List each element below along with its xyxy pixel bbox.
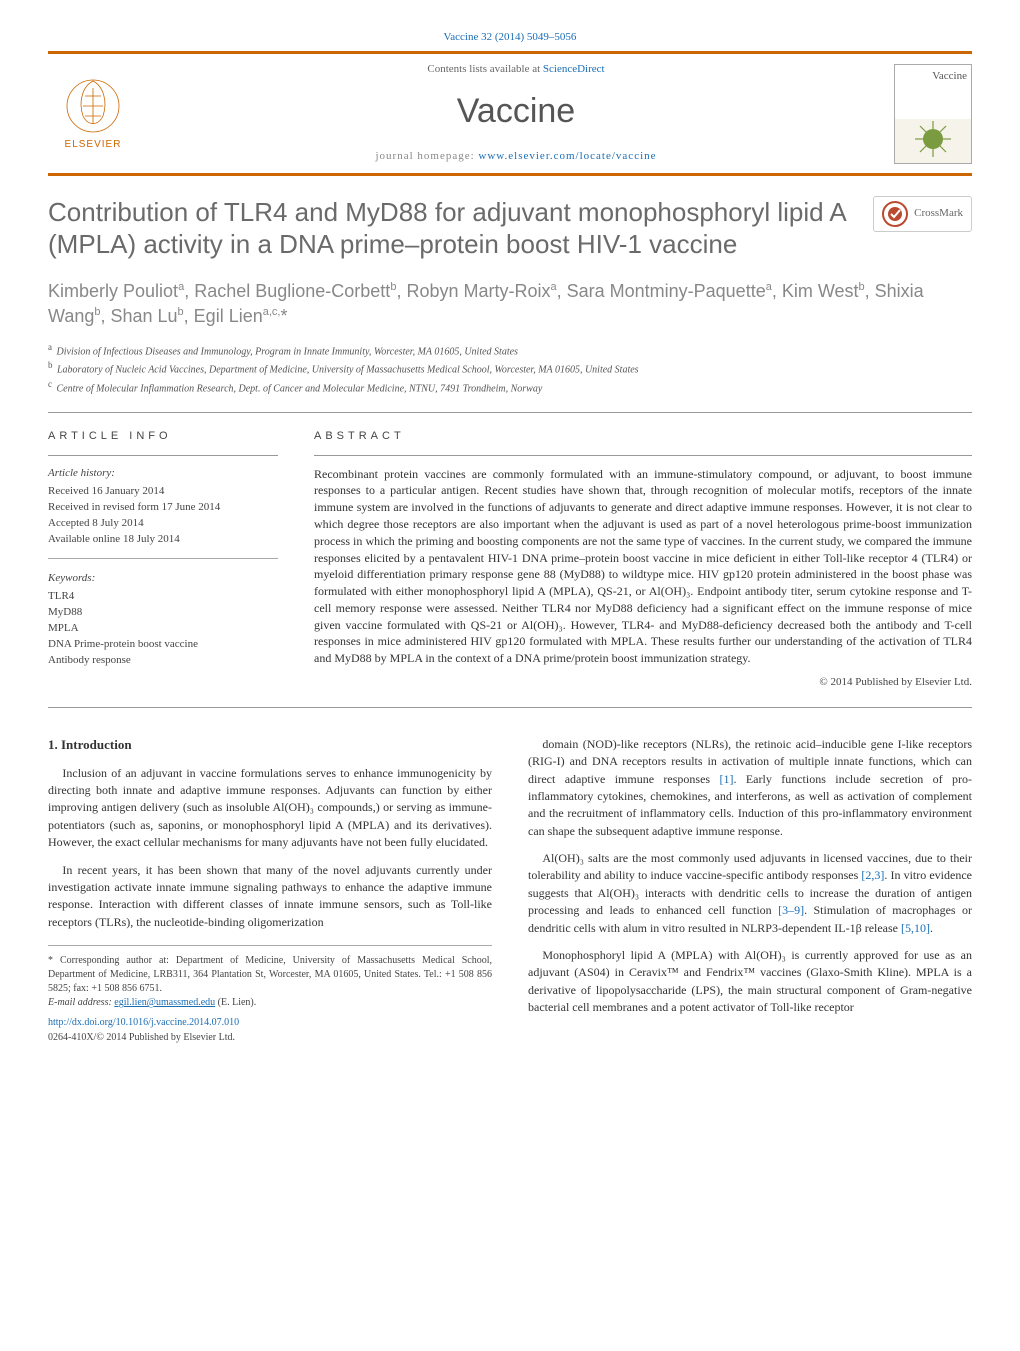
cover-virus-icon bbox=[913, 119, 953, 159]
article-info-heading: article info bbox=[48, 429, 278, 444]
journal-cover: Vaccine bbox=[894, 64, 972, 164]
abstract-heading: abstract bbox=[314, 429, 972, 444]
cover-title: Vaccine bbox=[899, 69, 967, 84]
body-paragraph: domain (NOD)-like receptors (NLRs), the … bbox=[528, 736, 972, 840]
keyword: MyD88 bbox=[48, 605, 278, 621]
crossmark-label: CrossMark bbox=[914, 206, 963, 221]
corr-email-link[interactable]: egil.lien@umassmed.edu bbox=[114, 997, 215, 1008]
history-line: Accepted 8 July 2014 bbox=[48, 516, 278, 532]
history-line: Received in revised form 17 June 2014 bbox=[48, 500, 278, 516]
article-info: article info Article history: Received 1… bbox=[48, 429, 278, 691]
doi-link[interactable]: http://dx.doi.org/10.1016/j.vaccine.2014… bbox=[48, 1016, 492, 1031]
crossmark-icon bbox=[882, 201, 908, 227]
intro-heading: 1. Introduction bbox=[48, 736, 492, 755]
keyword: TLR4 bbox=[48, 589, 278, 605]
contents-label: Contents lists available at bbox=[427, 63, 540, 75]
masthead: ELSEVIER Contents lists available at Sci… bbox=[48, 51, 972, 175]
masthead-center: Contents lists available at ScienceDirec… bbox=[138, 62, 894, 164]
authors: Kimberly Pouliota, Rachel Buglione-Corbe… bbox=[48, 279, 972, 329]
paper-title: Contribution of TLR4 and MyD88 for adjuv… bbox=[48, 196, 857, 261]
abstract-copyright: © 2014 Published by Elsevier Ltd. bbox=[314, 675, 972, 690]
email-label: E-mail address: bbox=[48, 997, 112, 1008]
history-line: Available online 18 July 2014 bbox=[48, 532, 278, 548]
publisher-name: ELSEVIER bbox=[65, 138, 122, 152]
body-paragraph: Monophosphoryl lipid A (MPLA) with Al(OH… bbox=[528, 947, 972, 1017]
corr-author-note: * Corresponding author at: Department of… bbox=[48, 954, 492, 996]
homepage-label: journal homepage: bbox=[375, 150, 474, 162]
email-name: (E. Lien). bbox=[218, 997, 257, 1008]
divider bbox=[48, 707, 972, 708]
keywords-label: Keywords: bbox=[48, 571, 278, 586]
homepage-line: journal homepage: www.elsevier.com/locat… bbox=[138, 149, 894, 164]
keyword: MPLA bbox=[48, 621, 278, 637]
history-label: Article history: bbox=[48, 466, 278, 481]
article-history: Article history: Received 16 January 201… bbox=[48, 466, 278, 559]
divider bbox=[48, 412, 972, 413]
journal-name: Vaccine bbox=[138, 88, 894, 136]
body-paragraph: In recent years, it has been shown that … bbox=[48, 862, 492, 932]
body-paragraph: Inclusion of an adjuvant in vaccine form… bbox=[48, 765, 492, 852]
abstract-text: Recombinant protein vaccines are commonl… bbox=[314, 466, 972, 668]
email-line: E-mail address: egil.lien@umassmed.edu (… bbox=[48, 996, 492, 1010]
keyword: DNA Prime-protein boost vaccine bbox=[48, 637, 278, 653]
abstract-column: abstract Recombinant protein vaccines ar… bbox=[314, 429, 972, 691]
keyword: Antibody response bbox=[48, 653, 278, 669]
issn-line: 0264-410X/© 2014 Published by Elsevier L… bbox=[48, 1031, 492, 1046]
homepage-link[interactable]: www.elsevier.com/locate/vaccine bbox=[478, 150, 656, 162]
body-paragraph: Al(OH)₃ salts are the most commonly used… bbox=[528, 850, 972, 937]
sciencedirect-link[interactable]: ScienceDirect bbox=[543, 63, 605, 75]
affiliations: a Division of Infectious Diseases and Im… bbox=[48, 341, 972, 396]
body-left-column: 1. Introduction Inclusion of an adjuvant… bbox=[48, 736, 492, 1045]
keywords-block: Keywords: TLR4MyD88MPLADNA Prime-protein… bbox=[48, 571, 278, 679]
citation-header: Vaccine 32 (2014) 5049–5056 bbox=[48, 30, 972, 45]
footnotes: * Corresponding author at: Department of… bbox=[48, 945, 492, 1010]
crossmark-badge[interactable]: CrossMark bbox=[873, 196, 972, 232]
contents-line: Contents lists available at ScienceDirec… bbox=[138, 62, 894, 77]
body-right-column: domain (NOD)-like receptors (NLRs), the … bbox=[528, 736, 972, 1045]
history-line: Received 16 January 2014 bbox=[48, 484, 278, 500]
elsevier-logo: ELSEVIER bbox=[48, 69, 138, 159]
